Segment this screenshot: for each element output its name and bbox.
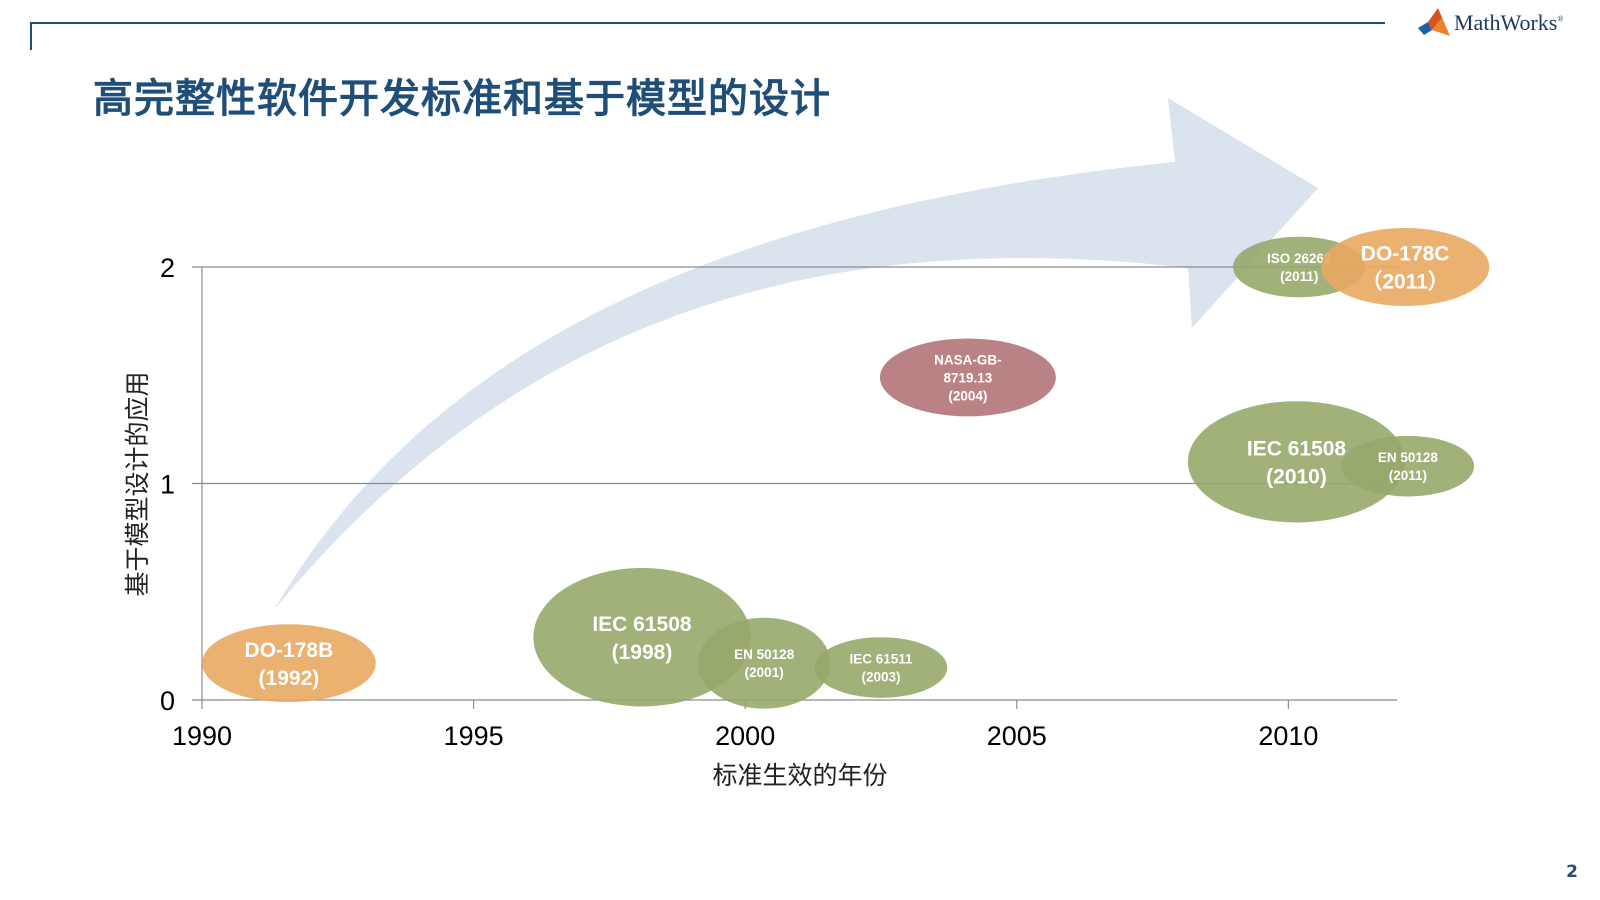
- bubble-shape: [202, 624, 376, 703]
- y-tick-label: 0: [160, 686, 175, 716]
- x-axis-title: 标准生效的年份: [712, 761, 887, 790]
- bubble-shape: [1320, 228, 1490, 306]
- bubble-label: DO-178C （2011）: [1361, 243, 1450, 294]
- bubble-2: IEC 61508 (1998): [533, 567, 751, 707]
- bubble-5: NASA-GB-8719.13 (2004): [879, 338, 1056, 417]
- bubble-7: EN 50128 (2011): [1341, 435, 1475, 497]
- bubble-label: DO-178B (1992): [245, 639, 334, 690]
- bubble-6: IEC 61508 (2010): [1187, 401, 1406, 523]
- y-tick-label: 2: [160, 253, 175, 283]
- page-title: 高完整性软件开发标准和基于模型的设计: [93, 76, 831, 122]
- bubble-label: IEC 61508 (1998): [592, 613, 692, 664]
- header-rule-tick: [30, 22, 32, 50]
- y-tick-label: 1: [160, 470, 175, 500]
- x-tick-label: 1990: [172, 721, 232, 751]
- bubble-label: EN 50128 (2011): [1378, 450, 1439, 483]
- bubble-1: DO-178B (1992): [202, 624, 376, 703]
- bubble-label: IEC 61508 (2010): [1247, 437, 1347, 488]
- bubble-label: IEC 61511 (2003): [849, 651, 913, 684]
- bubble-shape: [533, 567, 751, 707]
- x-tick-label: 2010: [1258, 721, 1318, 751]
- x-tick-label: 2005: [987, 721, 1047, 751]
- bubble-shape: [879, 338, 1056, 417]
- bubble-3: EN 50128 (2001): [697, 617, 831, 709]
- bubble-shape: [814, 637, 948, 698]
- x-tick-label: 2000: [715, 721, 775, 751]
- bubble-shape: [1187, 401, 1406, 523]
- logo-text: MathWorks®: [1454, 10, 1564, 35]
- x-tick-label: 1995: [444, 721, 504, 751]
- bubble-shape: [1341, 435, 1475, 497]
- bubble-label: EN 50128 (2001): [734, 647, 795, 680]
- page-number: 2: [1566, 862, 1578, 882]
- bubble-4: IEC 61511 (2003): [814, 637, 948, 698]
- trend-arrow: [274, 98, 1318, 610]
- membrane-icon: [1418, 8, 1450, 36]
- bubble-9: DO-178C （2011）: [1320, 228, 1490, 306]
- bubble-label: NASA-GB-8719.13 (2004): [934, 352, 1002, 403]
- trend-arrow-shape: [274, 98, 1318, 610]
- header-rule: [30, 22, 1385, 24]
- mathworks-logo: MathWorks®: [1418, 8, 1563, 38]
- bubble-shape: [697, 617, 831, 709]
- y-axis-title: 基于模型设计的应用: [123, 371, 152, 596]
- bubble-label: ISO 26262 (2011): [1267, 251, 1332, 284]
- chart-bubbles: DO-178B (1992) IEC 61508 (1998) EN 50128 (200…: [202, 228, 1490, 709]
- chart-axes: 0 1 2 1990 1995 2000 2005 2010: [160, 253, 1318, 751]
